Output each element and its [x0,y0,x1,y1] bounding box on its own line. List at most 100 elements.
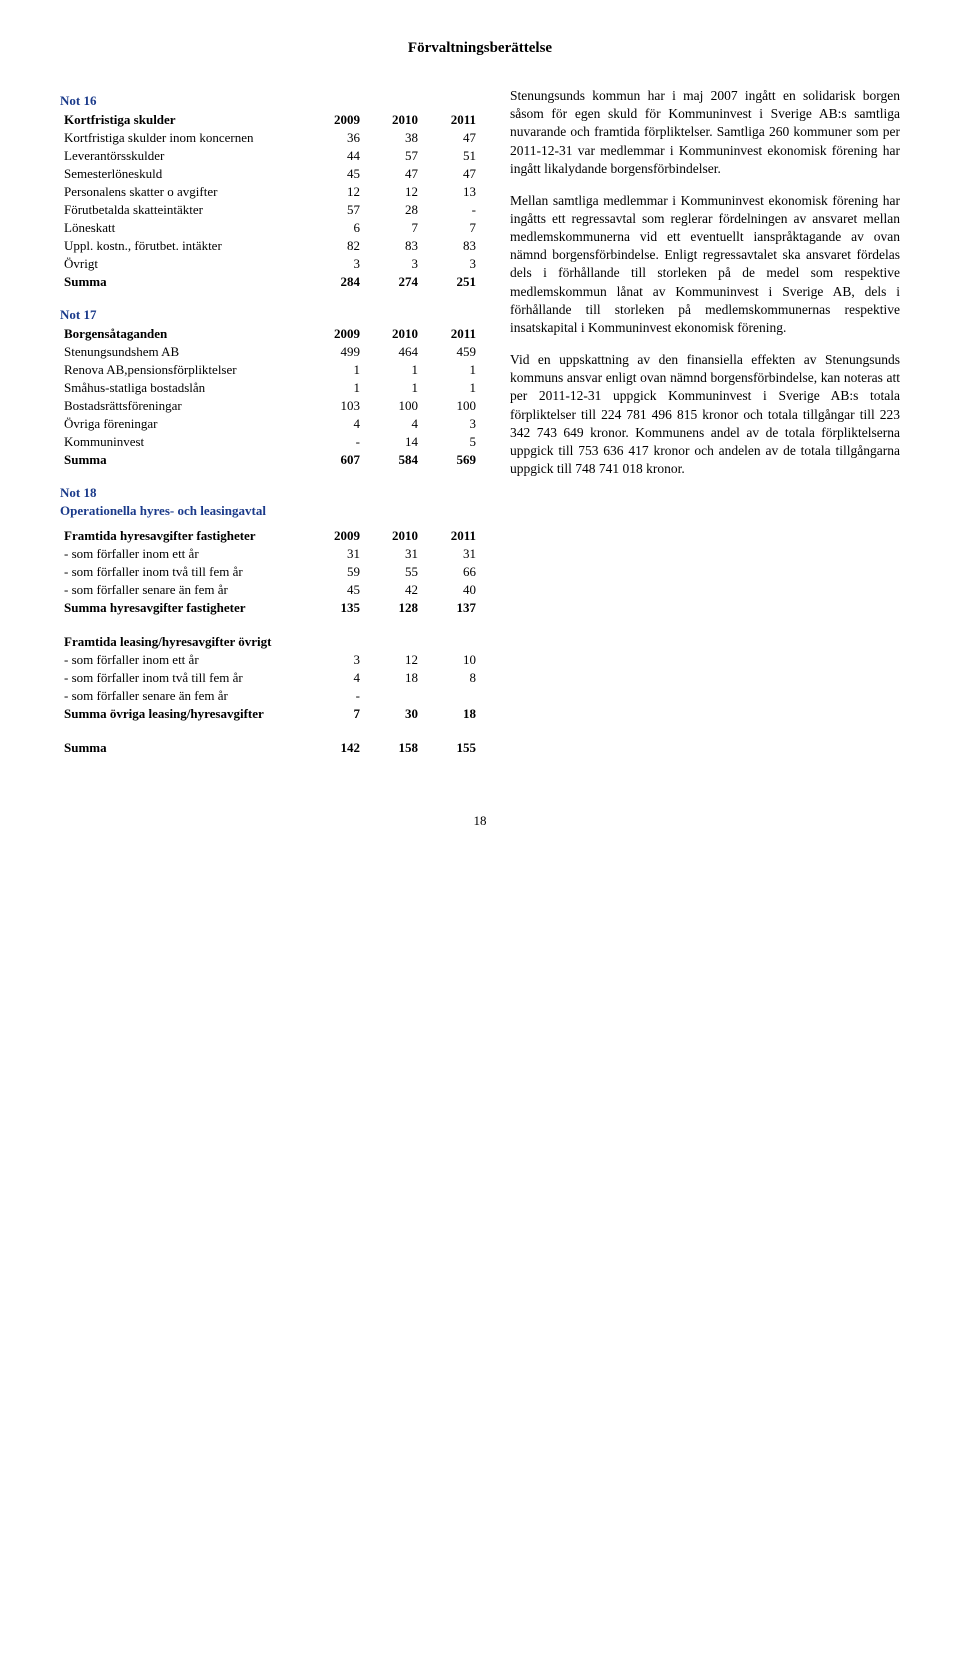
note-16-sum-1: 274 [364,273,422,291]
row-value: 1 [422,379,480,397]
row-value: 55 [364,563,422,581]
note-17-rows: Stenungsundshem AB499464459Renova AB,pen… [60,343,480,451]
row-label: Övrigt [60,255,306,273]
row-value: 3 [422,255,480,273]
row-value: 103 [306,397,364,415]
row-value: 83 [422,237,480,255]
row-value: 31 [422,545,480,563]
row-value: 28 [364,201,422,219]
row-value: - [306,687,364,705]
row-value: 45 [306,165,364,183]
paragraph-3: Vid en uppskattning av den finansiella e… [510,351,900,479]
row-label: Förutbetalda skatteintäkter [60,201,306,219]
table-row: Renova AB,pensionsförpliktelser111 [60,361,480,379]
row-value: 3 [422,415,480,433]
paragraph-1: Stenungsunds kommun har i maj 2007 ingåt… [510,87,900,178]
table-row: Småhus-statliga bostadslån111 [60,379,480,397]
row-label: Kortfristiga skulder inom koncernen [60,129,306,147]
row-value: 499 [306,343,364,361]
row-label: Småhus-statliga bostadslån [60,379,306,397]
note-18-section2-table: Framtida leasing/hyresavgifter övrigt - … [60,633,480,723]
paragraph-2: Mellan samtliga medlemmar i Kommuninvest… [510,192,900,338]
row-value: 4 [306,669,364,687]
two-column-layout: Not 16 Kortfristiga skulder 2009 2010 20… [60,87,900,773]
note-17-table: Borgensåtaganden 2009 2010 2011 Stenungs… [60,325,480,469]
row-value: 47 [364,165,422,183]
note-18-s1-sum-1: 128 [364,599,422,617]
table-row: Kommuninvest-145 [60,433,480,451]
note-17-header-label: Borgensåtaganden [60,325,306,343]
note-18-s1-header: Framtida hyresavgifter fastigheter [60,527,306,545]
row-value: 1 [422,361,480,379]
row-value: 38 [364,129,422,147]
row-label: - som förfaller inom två till fem år [60,563,306,581]
row-value: 45 [306,581,364,599]
row-value: 36 [306,129,364,147]
row-value: 57 [306,201,364,219]
row-value [422,687,480,705]
note-16-sum-label: Summa [60,273,306,291]
note-18-grand-sum-0: 142 [306,739,364,757]
row-value: - [306,433,364,451]
note-17-year-2: 2011 [422,325,480,343]
note-16-header-label: Kortfristiga skulder [60,111,306,129]
row-value: 57 [364,147,422,165]
note-16-table: Kortfristiga skulder 2009 2010 2011 Kort… [60,111,480,291]
note-17-sum-1: 584 [364,451,422,469]
note-16-rows: Kortfristiga skulder inom koncernen36384… [60,129,480,273]
row-value: 100 [422,397,480,415]
note-17-sum-label: Summa [60,451,306,469]
row-value: 83 [364,237,422,255]
row-value: 59 [306,563,364,581]
row-value: 4 [364,415,422,433]
note-16-year-1: 2010 [364,111,422,129]
note-17-year-1: 2010 [364,325,422,343]
note-18-s1-rows: - som förfaller inom ett år313131 - som … [60,545,480,599]
row-value: 4 [306,415,364,433]
note-18-s1-year-2: 2011 [422,527,480,545]
note-18-s1-sum-label: Summa hyresavgifter fastigheter [60,599,306,617]
note-16-year-0: 2009 [306,111,364,129]
note-18-s2-sum-0: 7 [306,705,364,723]
note-17-sum-2: 569 [422,451,480,469]
row-label: Leverantörsskulder [60,147,306,165]
row-value: 10 [422,651,480,669]
table-row: Kortfristiga skulder inom koncernen36384… [60,129,480,147]
note-18-s2-rows: - som förfaller inom ett år31210 - som f… [60,651,480,705]
row-value: 31 [306,545,364,563]
table-row: - som förfaller inom två till fem år4188 [60,669,480,687]
row-value: 18 [364,669,422,687]
row-value: 1 [306,379,364,397]
row-value: 31 [364,545,422,563]
row-value [364,687,422,705]
note-18-subtitle: Operationella hyres- och leasingavtal [60,503,480,519]
table-row: Övriga föreningar443 [60,415,480,433]
note-18-grand-sum-label: Summa [60,739,306,757]
row-value: 459 [422,343,480,361]
row-label: Övriga föreningar [60,415,306,433]
row-value: 13 [422,183,480,201]
note-18-s1-sum-2: 137 [422,599,480,617]
note-18-s1-year-1: 2010 [364,527,422,545]
row-value: 7 [364,219,422,237]
table-row: Övrigt333 [60,255,480,273]
row-value: 42 [364,581,422,599]
row-value: 1 [306,361,364,379]
row-value: 3 [306,255,364,273]
table-row: Leverantörsskulder445751 [60,147,480,165]
row-value: 100 [364,397,422,415]
row-value: 1 [364,361,422,379]
row-value: 5 [422,433,480,451]
note-16-title: Not 16 [60,93,480,109]
row-label: Stenungsundshem AB [60,343,306,361]
table-row: - som förfaller inom ett år313131 [60,545,480,563]
row-value: 7 [422,219,480,237]
page-title: Förvaltningsberättelse [60,40,900,57]
row-label: Kommuninvest [60,433,306,451]
row-value: - [422,201,480,219]
row-label: Bostadsrättsföreningar [60,397,306,415]
note-18-grand-sum-table: Summa 142 158 155 [60,739,480,757]
table-row: Löneskatt677 [60,219,480,237]
row-label: Personalens skatter o avgifter [60,183,306,201]
note-17-year-0: 2009 [306,325,364,343]
